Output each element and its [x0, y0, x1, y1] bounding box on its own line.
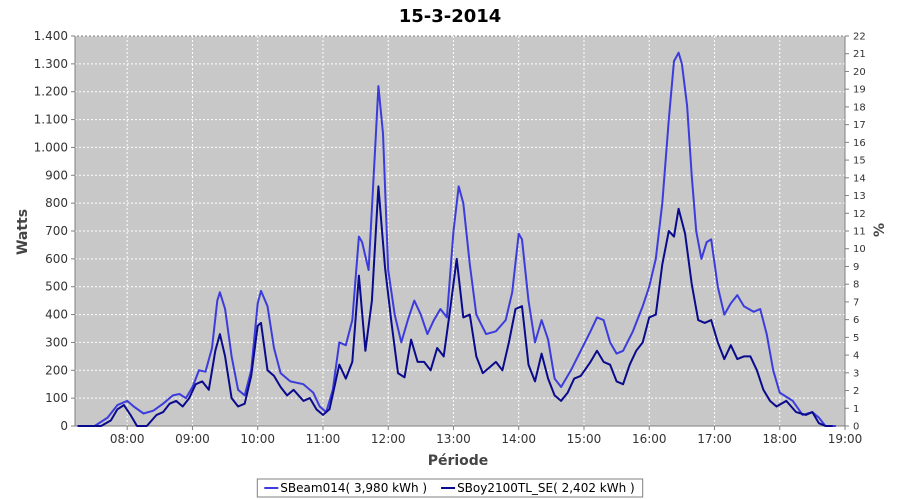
y2-tick-label: 9 — [853, 262, 859, 273]
y2-tick-label: 7 — [853, 297, 859, 308]
y-tick-label: 400 — [45, 308, 68, 322]
x-tick-label: 08:00 — [110, 432, 145, 446]
x-axis: 08:00 09:00 10:00 11:00 12:00 13:00 14:00 15:00… — [75, 425, 863, 446]
chart-title: 15-3-2014 — [399, 6, 502, 27]
y-tick-label: 200 — [45, 363, 68, 377]
x-tick-label: 13:00 — [436, 432, 471, 446]
y-tick-label: 1.200 — [34, 85, 68, 99]
legend: SBeam014( 3,980 kWh ) SBoy2100TL_SE( 2,40… — [256, 478, 644, 498]
series-line-2 — [77, 185, 833, 427]
y2-tick-label: 0 — [853, 422, 859, 433]
y2-tick-label: 5 — [853, 333, 859, 344]
y-tick-label: 1.100 — [34, 113, 68, 127]
y2-tick-label: 6 — [853, 315, 859, 326]
y2-tick-label: 2 — [853, 386, 859, 397]
y2-tick-label: 3 — [853, 368, 859, 379]
y2-tick-label: 16 — [853, 138, 866, 149]
x-tick-label: 17:00 — [697, 432, 732, 446]
legend-label-1: SBeam014( 3,980 kWh ) — [280, 481, 427, 495]
y2-tick-label: 18 — [853, 102, 866, 113]
y2-tick-label: 22 — [853, 32, 866, 43]
x-tick-label: 10:00 — [240, 432, 275, 446]
y2-tick-label: 20 — [853, 67, 866, 78]
y2-tick-label: 8 — [853, 280, 859, 291]
y2-tick-label: 4 — [853, 351, 859, 362]
y-tick-label: 1.000 — [34, 140, 68, 154]
y2-tick-label: 10 — [853, 244, 866, 255]
y-tick-label: 1.300 — [34, 57, 68, 71]
y2-tick-label: 12 — [853, 209, 866, 220]
y-tick-label: 800 — [45, 196, 68, 210]
x-tick-label: 09:00 — [175, 432, 210, 446]
series-line-1 — [77, 51, 837, 427]
x-tick-label: 19:00 — [828, 432, 863, 446]
x-tick-label: 11:00 — [306, 432, 341, 446]
grid — [75, 35, 846, 426]
y2-tick-label: 1 — [853, 404, 859, 415]
y-tick-label: 700 — [45, 224, 68, 238]
x-axis-label: Période — [428, 453, 489, 469]
y-tick-label: 900 — [45, 168, 68, 182]
y-tick-label: 300 — [45, 335, 68, 349]
y-axis-label: Watts — [15, 209, 31, 255]
y-tick-label: 500 — [45, 280, 68, 294]
y-tick-label: 1.400 — [34, 29, 68, 43]
y-tick-label: 0 — [60, 419, 68, 433]
x-tick-label: 16:00 — [632, 432, 667, 446]
y2-tick-label: 15 — [853, 156, 866, 167]
y2-tick-label: 19 — [853, 85, 866, 96]
x-tick-label: 15:00 — [567, 432, 602, 446]
x-tick-label: 18:00 — [762, 432, 797, 446]
x-tick-label: 14:00 — [501, 432, 536, 446]
y2-tick-label: 21 — [853, 49, 866, 60]
y-tick-label: 600 — [45, 252, 68, 266]
y2-tick-label: 17 — [853, 120, 866, 131]
y2-tick-label: 11 — [853, 227, 866, 238]
x-tick-label: 12:00 — [371, 432, 406, 446]
y-tick-label: 100 — [45, 391, 68, 405]
series-lines — [77, 51, 837, 427]
y2-tick-label: 13 — [853, 191, 866, 202]
y2-axis-label: % — [872, 223, 888, 237]
y2-tick-label: 14 — [853, 173, 866, 184]
y-axis: 0 100 200 300 400 500 600 700 800 900 1.000 1.100 1.… — [34, 29, 76, 433]
legend-label-2: SBoy2100TL_SE( 2,402 kWh ) — [457, 481, 635, 495]
